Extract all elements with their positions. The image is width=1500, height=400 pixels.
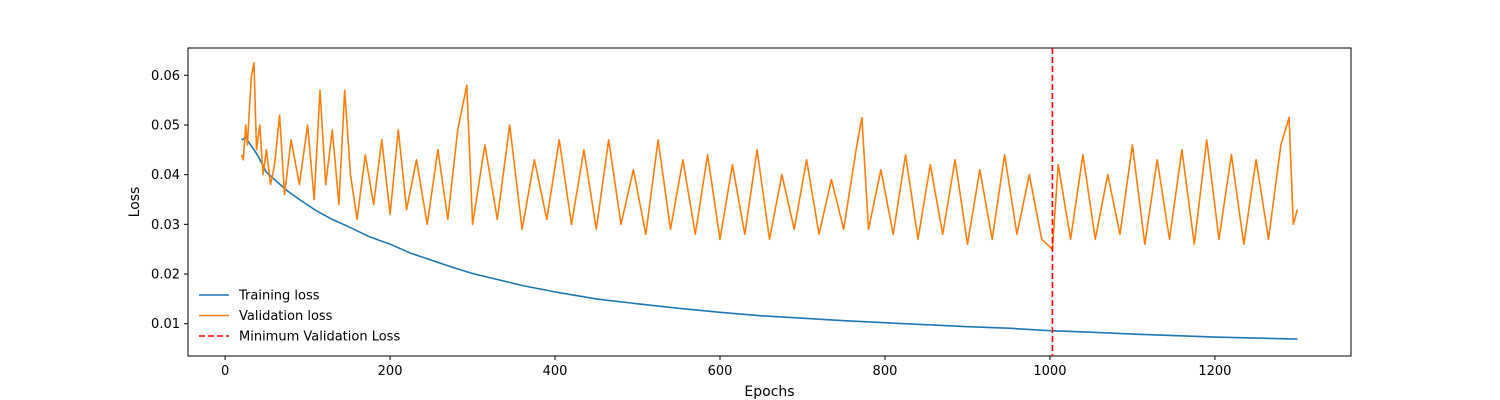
y-tick-label: 0.03 <box>151 218 180 233</box>
x-tick-label: 1200 <box>1198 364 1231 379</box>
x-tick-label: 200 <box>378 364 403 379</box>
axes-frame <box>187 47 1352 357</box>
series-layer <box>240 62 1299 340</box>
plot-area <box>187 47 1352 357</box>
validation-loss-line <box>240 62 1299 250</box>
x-axis-label: Epochs <box>744 384 794 400</box>
x-tick-label: 600 <box>708 364 733 379</box>
y-tick-label: 0.04 <box>151 168 180 183</box>
x-axis-ticks: 0 200 400 600 800 1000 1200 <box>221 356 1231 379</box>
y-tick-label: 0.06 <box>151 69 180 84</box>
y-tick-label: 0.01 <box>151 317 180 332</box>
y-axis-label: Loss <box>127 187 143 218</box>
x-tick-label: 0 <box>221 364 229 379</box>
chart-legend: Training loss Validation loss Minimum Vali… <box>199 289 400 345</box>
y-tick-label: 0.05 <box>151 119 180 134</box>
y-axis-ticks: 0.01 0.02 0.03 0.04 0.05 0.06 <box>151 69 188 332</box>
y-tick-label: 0.02 <box>151 268 180 283</box>
x-tick-label: 1000 <box>1033 364 1066 379</box>
legend-label-validation-loss: Validation loss <box>239 309 333 324</box>
legend-label-training-loss: Training loss <box>238 289 320 304</box>
x-tick-label: 800 <box>873 364 898 379</box>
training-loss-line <box>241 136 1298 340</box>
x-tick-label: 400 <box>543 364 568 379</box>
legend-label-minimum-validation-loss: Minimum Validation Loss <box>239 330 400 345</box>
